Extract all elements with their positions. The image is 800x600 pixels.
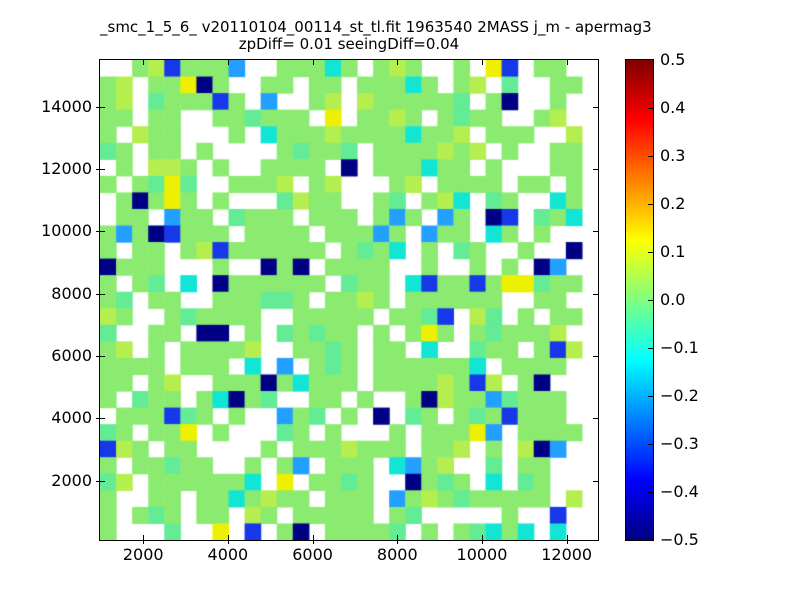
x-tick-label: 6000 bbox=[292, 545, 333, 564]
tick-mark bbox=[96, 418, 105, 420]
y-tick-label: 14000 bbox=[41, 96, 92, 116]
tick-mark bbox=[648, 348, 653, 349]
tick-mark bbox=[566, 60, 568, 65]
tick-mark bbox=[96, 106, 105, 108]
colorbar-tick-label: 0.2 bbox=[660, 194, 686, 213]
tick-mark bbox=[96, 169, 105, 171]
tick-mark bbox=[648, 108, 653, 109]
tick-mark bbox=[593, 418, 598, 420]
tick-mark bbox=[481, 535, 483, 544]
tick-mark bbox=[648, 444, 653, 445]
colorbar-tick-label: −0.1 bbox=[660, 338, 699, 357]
colorbar-tick-label: −0.5 bbox=[660, 530, 699, 549]
tick-mark bbox=[227, 60, 229, 65]
y-tick-label: 6000 bbox=[51, 346, 92, 366]
colorbar-tick-label: 0.4 bbox=[660, 98, 686, 117]
tick-mark bbox=[96, 480, 105, 482]
y-tick-label: 8000 bbox=[51, 283, 92, 303]
tick-mark bbox=[648, 252, 653, 253]
tick-mark bbox=[312, 60, 314, 65]
tick-mark bbox=[143, 535, 145, 544]
colorbar-tick-label: 0.1 bbox=[660, 242, 686, 261]
tick-mark bbox=[593, 231, 598, 233]
tick-mark bbox=[227, 535, 229, 544]
colorbar-tick-label: 0.0 bbox=[660, 290, 686, 309]
y-tick-label: 2000 bbox=[51, 470, 92, 490]
tick-mark bbox=[481, 60, 483, 65]
tick-mark bbox=[593, 293, 598, 295]
y-tick-label: 12000 bbox=[41, 159, 92, 179]
tick-mark bbox=[96, 293, 105, 295]
tick-mark bbox=[593, 169, 598, 171]
colorbar-tick-label: −0.4 bbox=[660, 482, 699, 501]
x-tick-label: 10000 bbox=[456, 545, 508, 564]
tick-mark bbox=[593, 480, 598, 482]
x-tick-label: 2000 bbox=[122, 545, 164, 564]
tick-mark bbox=[648, 156, 653, 157]
colorbar-tick-label: −0.3 bbox=[660, 434, 699, 453]
x-tick-label: 12000 bbox=[541, 545, 593, 564]
tick-mark bbox=[312, 535, 314, 544]
tick-mark bbox=[648, 492, 653, 493]
colorbar-tick-label: −0.2 bbox=[660, 386, 699, 405]
x-tick-label: 4000 bbox=[207, 545, 249, 564]
tick-mark bbox=[96, 356, 105, 358]
tick-mark bbox=[397, 60, 399, 65]
colorbar-tick-label: 0.3 bbox=[660, 146, 686, 165]
tick-mark bbox=[143, 60, 145, 65]
colorbar-tick-label: 0.5 bbox=[660, 50, 686, 69]
heatmap-canvas bbox=[100, 60, 598, 540]
tick-mark bbox=[593, 356, 598, 358]
plot-subtitle: zpDiff= 0.01 seeingDiff=0.04 bbox=[238, 35, 460, 53]
plot-title: _smc_1_5_6_ v20110104_00114_st_tl.fit 19… bbox=[100, 18, 652, 36]
tick-mark bbox=[648, 396, 653, 397]
tick-mark bbox=[648, 204, 653, 205]
tick-mark bbox=[397, 535, 399, 544]
tick-mark bbox=[96, 231, 105, 233]
x-tick-label: 8000 bbox=[376, 545, 418, 564]
y-tick-label: 10000 bbox=[41, 221, 92, 241]
y-tick-label: 4000 bbox=[51, 408, 92, 428]
tick-mark bbox=[566, 535, 568, 544]
tick-mark bbox=[593, 106, 598, 108]
tick-mark bbox=[648, 300, 653, 301]
